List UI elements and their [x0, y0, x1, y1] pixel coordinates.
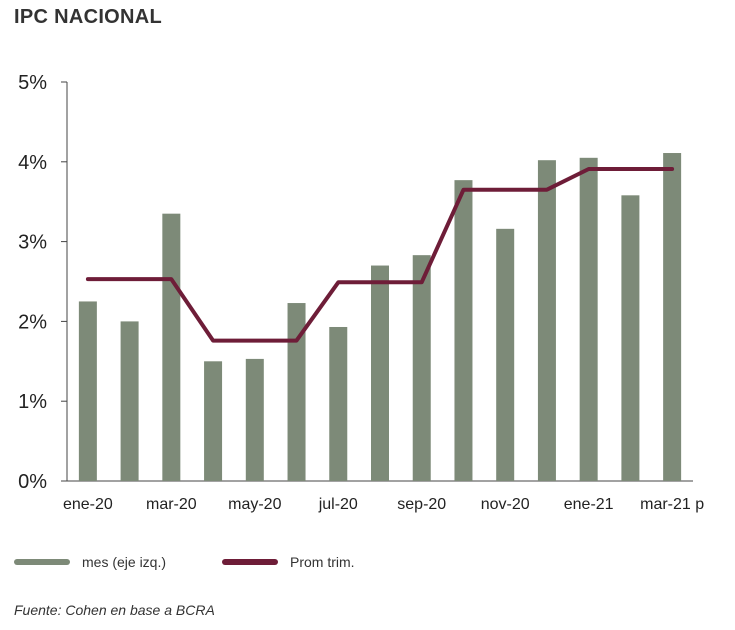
y-tick-label: 3%	[18, 232, 47, 254]
x-tick-label: ene-20	[63, 496, 113, 513]
bar	[663, 153, 682, 481]
bar	[245, 358, 264, 481]
bar	[204, 361, 223, 481]
x-tick-label: sep-20	[397, 496, 446, 513]
line-series	[85, 167, 675, 343]
chart-title: IPC NACIONAL	[14, 6, 163, 28]
bar	[371, 265, 389, 481]
bar	[287, 303, 306, 481]
bar	[120, 321, 139, 481]
x-tick-label: ene-21	[564, 496, 614, 513]
bar	[537, 160, 556, 482]
x-tick-label: jul-20	[318, 496, 358, 513]
legend-swatch-bars	[14, 559, 70, 565]
legend-item-line: Prom trim.	[222, 552, 355, 572]
y-tick-label: 2%	[18, 311, 47, 333]
x-tick-labels: ene-20 mar-20 may-20 jul-20 sep-20 nov-20 ene-…	[63, 496, 704, 513]
x-tick-label: may-20	[228, 496, 281, 513]
y-tick-labels: 0% 1% 2% 3% 4% 5%	[18, 72, 47, 493]
bar	[78, 301, 97, 481]
x-tick-label: nov-20	[481, 496, 530, 513]
x-tick-label: mar-20	[146, 496, 197, 513]
y-tick-label: 0%	[18, 471, 47, 493]
bar	[162, 213, 181, 482]
y-tick-label: 4%	[18, 152, 47, 174]
y-tick-label: 1%	[18, 391, 47, 413]
bar	[454, 180, 473, 482]
chart-plot: ene-20 mar-20 may-20 jul-20 sep-20 nov-20 ene-…	[18, 72, 704, 513]
x-tick-label: mar-21 p	[640, 496, 704, 513]
bar	[496, 228, 515, 481]
line-prom-trim	[85, 167, 675, 343]
legend-item-bars: mes (eje izq.)	[14, 552, 166, 572]
legend-label-bars: mes (eje izq.)	[82, 554, 167, 570]
bar	[329, 326, 348, 481]
bar-series	[78, 153, 682, 482]
legend-label-line: Prom trim.	[290, 554, 355, 570]
bar	[621, 195, 640, 482]
legend-swatch-line	[222, 559, 278, 565]
y-tick-label: 5%	[18, 72, 47, 94]
bar	[412, 255, 431, 481]
source-note: Fuente: Cohen en base a BCRA	[14, 602, 215, 618]
bar	[579, 157, 598, 481]
